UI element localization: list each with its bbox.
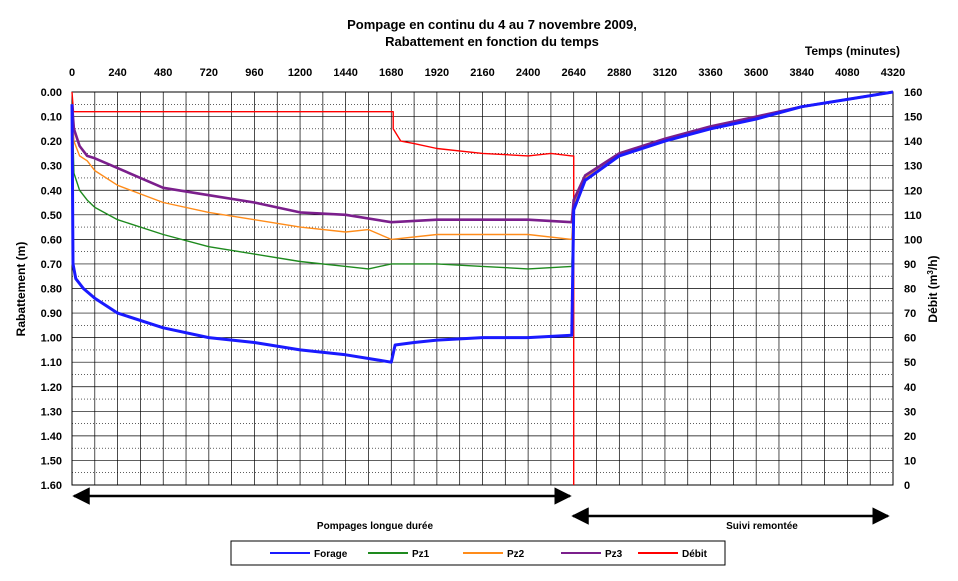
y-right-tick-label: 0 xyxy=(904,480,910,492)
y-right-tick-label: 130 xyxy=(904,161,922,173)
x-tick-label: 1440 xyxy=(333,67,357,79)
y-right-tick-label: 30 xyxy=(904,406,916,418)
y-right-tick-label: 20 xyxy=(904,431,916,443)
pumping-annotation: Pompages longue durée xyxy=(317,521,434,532)
x-tick-label: 1200 xyxy=(288,67,312,79)
legend-label: Pz2 xyxy=(507,549,525,560)
x-tick-label: 4080 xyxy=(835,67,859,79)
series-line-forage xyxy=(70,90,894,364)
y-left-tick-label: 1.00 xyxy=(41,333,62,345)
y-left-axis-label: Rabattement (m) xyxy=(14,242,28,337)
y-right-tick-label: 70 xyxy=(904,308,916,320)
x-axis-label: Temps (minutes) xyxy=(805,44,900,58)
y-right-tick-label: 10 xyxy=(904,455,916,467)
plot-area-frame xyxy=(71,91,894,486)
y-right-tick-label: 150 xyxy=(904,112,922,124)
series-line-pz3 xyxy=(70,90,894,224)
y-right-tick-label: 80 xyxy=(904,284,916,296)
y-right-tick-label: 120 xyxy=(904,185,922,197)
y-left-tick-label: 1.50 xyxy=(41,455,62,467)
legend-label: Débit xyxy=(682,549,708,560)
y-right-label-sup: 3 xyxy=(926,270,935,275)
y-right-tick-label: 100 xyxy=(904,234,922,246)
y-right-tick-label: 110 xyxy=(904,210,922,222)
y-right-label-tail: /h) xyxy=(926,255,940,270)
y-right-axis-label: Débit (m3/h) xyxy=(926,255,940,322)
x-tick-label: 960 xyxy=(245,67,263,79)
x-tick-label: 480 xyxy=(154,67,172,79)
x-tick-label: 2640 xyxy=(561,67,585,79)
y-left-tick-label: 1.40 xyxy=(41,431,62,443)
x-tick-label: 1680 xyxy=(379,67,403,79)
y-left-tick-label: 0.60 xyxy=(41,234,62,246)
x-tick-label: 2880 xyxy=(607,67,631,79)
x-tick-label: 720 xyxy=(200,67,218,79)
y-left-tick-label: 1.60 xyxy=(41,480,62,492)
y-right-tick-label: 90 xyxy=(904,259,916,271)
x-tick-label: 3120 xyxy=(653,67,677,79)
x-tick-label: 2160 xyxy=(470,67,494,79)
y-right-tick-label: 60 xyxy=(904,333,916,345)
series-line-dbit xyxy=(71,91,575,485)
y-left-tick-label: 1.20 xyxy=(41,382,62,394)
y-left-tick-label: 1.30 xyxy=(41,406,62,418)
chart-title: Pompage en continu du 4 au 7 novembre 20… xyxy=(347,17,637,32)
x-tick-label: 1920 xyxy=(425,67,449,79)
y-left-tick-label: 0.80 xyxy=(41,284,62,296)
y-left-tick-label: 0.10 xyxy=(41,112,62,124)
chart-grid xyxy=(72,92,893,485)
y-left-tick-label: 0.00 xyxy=(41,87,62,99)
recovery-annotation: Suivi remontée xyxy=(726,521,798,532)
legend-label: Pz3 xyxy=(605,549,623,560)
legend: Forage Pz1 Pz2 Pz3 Débit xyxy=(270,549,708,560)
x-tick-label: 2400 xyxy=(516,67,540,79)
y-left-tick-label: 0.70 xyxy=(41,259,62,271)
x-tick-label: 4320 xyxy=(881,67,905,79)
y-right-tick-label: 140 xyxy=(904,136,922,148)
y-left-tick-label: 1.10 xyxy=(41,357,62,369)
x-tick-label: 240 xyxy=(108,67,126,79)
series-lines xyxy=(70,90,894,485)
y-left-tick-label: 0.30 xyxy=(41,161,62,173)
y-left-tick-label: 0.50 xyxy=(41,210,62,222)
legend-label: Forage xyxy=(314,549,348,560)
chart-subtitle: Rabattement en fonction du temps xyxy=(385,34,599,49)
y-left-tick-label: 0.90 xyxy=(41,308,62,320)
y-right-tick-label: 160 xyxy=(904,87,922,99)
x-tick-label: 3840 xyxy=(790,67,814,79)
x-tick-label: 3360 xyxy=(698,67,722,79)
y-right-tick-label: 50 xyxy=(904,357,916,369)
y-left-tick-label: 0.20 xyxy=(41,136,62,148)
legend-label: Pz1 xyxy=(412,549,430,560)
x-tick-labels: 0 240 480 720 960 1200 1440 1680 1920 2160 2400 264… xyxy=(69,67,905,79)
y-right-label-main: Débit (m xyxy=(926,275,940,323)
y-left-tick-labels: 0.00 0.10 0.20 0.30 0.40 0.50 0.60 0.70 0.80 0.90… xyxy=(41,87,62,492)
y-right-tick-label: 40 xyxy=(904,382,916,394)
y-left-tick-label: 0.40 xyxy=(41,185,62,197)
x-tick-label: 3600 xyxy=(744,67,768,79)
x-tick-label: 0 xyxy=(69,67,75,79)
